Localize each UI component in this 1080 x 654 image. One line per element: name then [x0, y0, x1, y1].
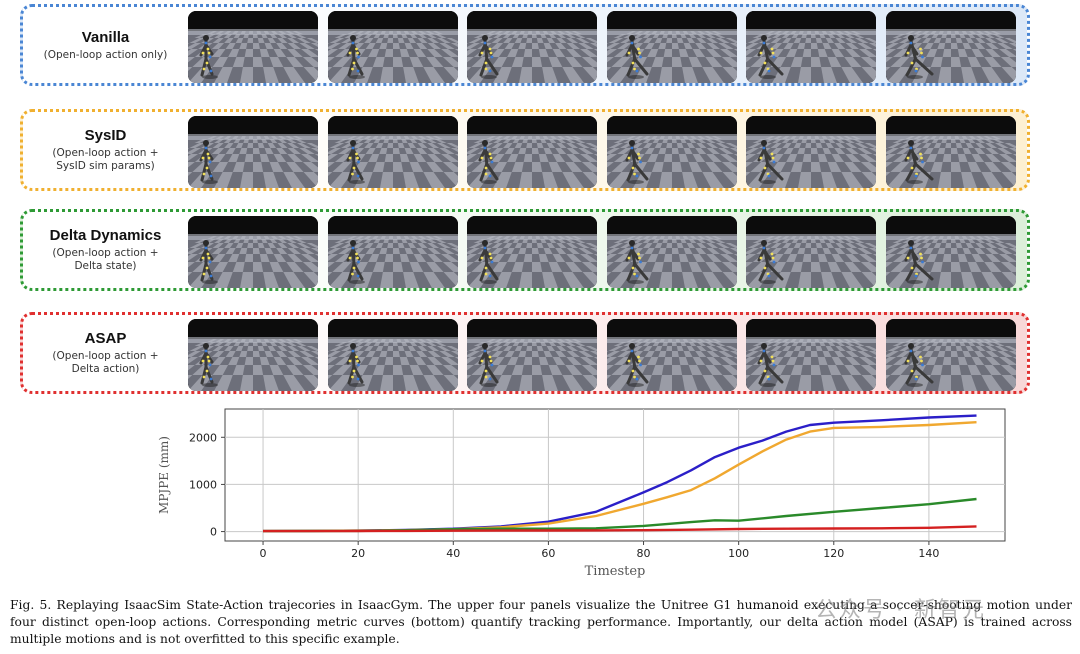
mpjpe-chart: 0 20 40 60 80 100 120 140 0 1000 2000 Timestep MPJPE…: [157, 408, 1006, 579]
row-subtitle: (Open-loop action + Delta action): [52, 350, 159, 375]
panel-sysid: SysID (Open-loop action + SysID sim para…: [20, 109, 1030, 191]
row-title: SysID: [84, 127, 127, 144]
simulation-frame: [746, 319, 876, 391]
x-tick-label: 120: [823, 547, 844, 560]
row-label: ASAP (Open-loop action + Delta action): [23, 315, 188, 391]
row-title: ASAP: [84, 330, 127, 347]
simulation-frame: [746, 116, 876, 188]
row-title: Delta Dynamics: [49, 227, 162, 244]
plot-area: [224, 408, 1006, 542]
simulation-frame: [188, 116, 318, 188]
simulation-frame: [467, 319, 597, 391]
x-tick-label: 80: [637, 547, 651, 560]
x-tick-label: 0: [260, 547, 267, 560]
frame-strip: [188, 11, 1021, 83]
watermark: 公众号 · 新智元: [815, 598, 986, 623]
x-tick-label: 140: [918, 547, 939, 560]
y-tick-label: 0: [210, 526, 217, 539]
frame-strip: [188, 116, 1021, 188]
simulation-frame: [188, 11, 318, 83]
simulation-frame: [327, 11, 458, 83]
simulation-frame: [885, 216, 1016, 288]
row-subtitle: (Open-loop action + SysID sim params): [52, 147, 159, 172]
simulation-frame: [746, 216, 876, 288]
x-axis-label: Timestep: [585, 564, 646, 579]
simulation-frame: [885, 116, 1016, 188]
y-axis-label: MPJPE (mm): [157, 436, 171, 514]
row-subtitle: (Open-loop action + Delta state): [52, 247, 159, 272]
frame-strip: [188, 216, 1021, 288]
simulation-frame: [467, 116, 597, 188]
simulation-frame: [467, 216, 597, 288]
row-subtitle: (Open-loop action only): [43, 48, 168, 61]
simulation-frame: [885, 319, 1016, 391]
simulation-frame: [188, 216, 318, 288]
x-tick-label: 20: [351, 547, 365, 560]
y-tick-label: 2000: [189, 431, 217, 444]
simulation-frame: [327, 216, 458, 288]
simulation-frame: [606, 116, 737, 188]
series-line-3: [263, 525, 977, 533]
simulation-frame: [885, 11, 1016, 83]
simulation-frame: [188, 319, 318, 391]
x-tick-label: 40: [446, 547, 460, 560]
y-tick-label: 1000: [189, 478, 217, 491]
simulation-frame: [467, 11, 597, 83]
row-label: SysID (Open-loop action + SysID sim para…: [23, 112, 188, 188]
x-tick-label: 100: [728, 547, 749, 560]
simulation-frame: [606, 216, 737, 288]
simulation-frame: [327, 116, 458, 188]
frame-strip: [188, 319, 1021, 391]
x-tick-label: 60: [541, 547, 555, 560]
simulation-frame: [327, 319, 458, 391]
panel-delta-dynamics: Delta Dynamics (Open-loop action + Delta…: [20, 209, 1030, 291]
row-label: Vanilla (Open-loop action only): [23, 7, 188, 83]
figure-caption: Fig. 5. Replaying IsaacSim State-Action …: [10, 598, 1072, 646]
simulation-frame: [606, 319, 737, 391]
simulation-frame: [606, 11, 737, 83]
row-title: Vanilla: [81, 28, 130, 46]
panel-vanilla: Vanilla (Open-loop action only): [20, 4, 1030, 86]
row-label: Delta Dynamics (Open-loop action + Delta…: [23, 212, 188, 288]
simulation-frame: [746, 11, 876, 83]
panel-asap: ASAP (Open-loop action + Delta action): [20, 312, 1030, 394]
